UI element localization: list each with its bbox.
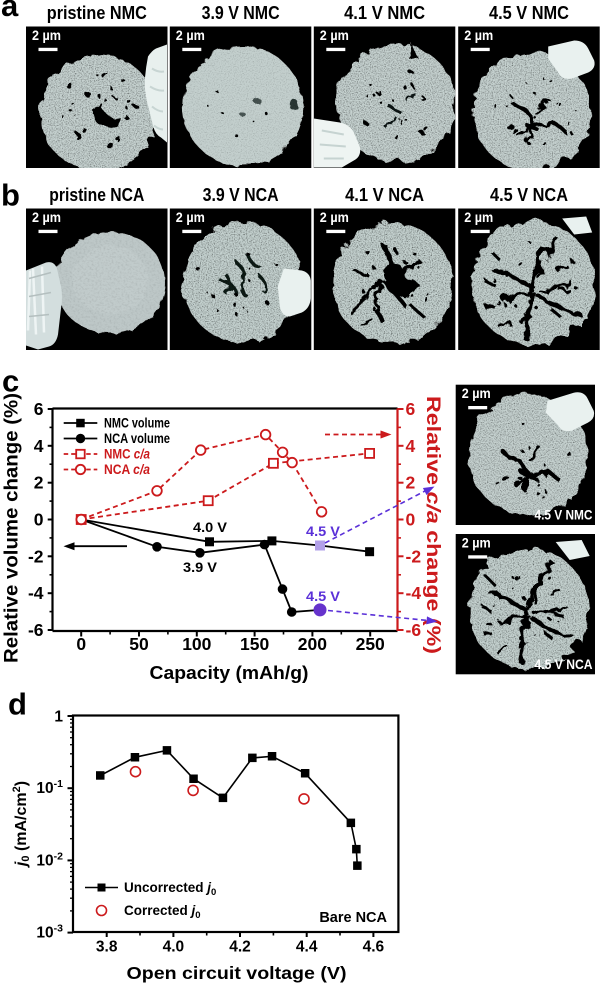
svg-text:4.1 V NCA: 4.1 V NCA: [345, 185, 424, 205]
svg-text:-4: -4: [28, 583, 44, 603]
svg-text:4.1 V NMC: 4.1 V NMC: [344, 3, 425, 23]
svg-text:250: 250: [356, 634, 385, 654]
svg-text:4.0 V: 4.0 V: [193, 520, 227, 535]
svg-text:4.5 V NMC: 4.5 V NMC: [535, 507, 593, 523]
svg-text:pristine NMC: pristine NMC: [47, 3, 147, 23]
svg-text:3.9 V NCA: 3.9 V NCA: [203, 185, 279, 205]
svg-text:2: 2: [406, 473, 416, 493]
svg-text:NMC c/a: NMC c/a: [104, 447, 150, 462]
svg-text:2: 2: [34, 473, 44, 493]
svg-text:200: 200: [298, 634, 327, 654]
svg-text:-2: -2: [28, 546, 44, 566]
svg-text:2 µm: 2 µm: [462, 386, 491, 401]
svg-text:0: 0: [76, 634, 86, 654]
svg-text:0: 0: [406, 510, 416, 530]
svg-text:4.2: 4.2: [229, 939, 251, 956]
svg-text:3.9 V: 3.9 V: [183, 560, 217, 575]
svg-text:Bare NCA: Bare NCA: [319, 910, 387, 926]
svg-text:-2: -2: [406, 546, 422, 566]
svg-text:-6: -6: [28, 620, 44, 640]
svg-text:3.9 V NMC: 3.9 V NMC: [202, 3, 280, 23]
svg-text:Relative volume change (%): Relative volume change (%): [1, 393, 23, 663]
svg-text:1: 1: [54, 709, 63, 726]
svg-text:4.0: 4.0: [163, 939, 185, 956]
svg-text:Capacity (mAh/g): Capacity (mAh/g): [150, 662, 309, 683]
svg-text:150: 150: [240, 634, 269, 654]
svg-text:j0 (mA/cm2): j0 (mA/cm2): [11, 781, 32, 868]
svg-text:-6: -6: [406, 620, 422, 640]
svg-text:Corrected j0: Corrected j0: [124, 903, 201, 921]
svg-text:2 µm: 2 µm: [320, 210, 349, 225]
svg-text:a: a: [1, 0, 19, 23]
svg-text:2 µm: 2 µm: [464, 210, 493, 225]
svg-text:-4: -4: [406, 583, 422, 603]
svg-text:4.5 V NMC: 4.5 V NMC: [489, 3, 569, 23]
svg-text:2 µm: 2 µm: [462, 536, 491, 551]
svg-text:100: 100: [182, 634, 211, 654]
svg-text:4.5 V: 4.5 V: [306, 524, 340, 539]
svg-text:2 µm: 2 µm: [176, 28, 205, 43]
svg-text:4.5 V NCA: 4.5 V NCA: [490, 185, 568, 205]
svg-text:2 µm: 2 µm: [464, 28, 493, 43]
svg-text:4.5 V NCA: 4.5 V NCA: [535, 656, 593, 672]
svg-text:NCA c/a: NCA c/a: [104, 462, 150, 477]
svg-text:d: d: [8, 687, 27, 722]
svg-text:NCA volume: NCA volume: [104, 431, 170, 446]
svg-text:6: 6: [34, 399, 44, 419]
svg-text:Relative c/a change (%): Relative c/a change (%): [422, 396, 444, 654]
svg-text:Uncorrected j0: Uncorrected j0: [124, 880, 216, 898]
svg-text:c: c: [2, 364, 19, 399]
svg-text:NMC volume: NMC volume: [104, 416, 170, 431]
svg-text:0: 0: [34, 510, 44, 530]
svg-text:4.5 V: 4.5 V: [306, 589, 340, 604]
svg-text:4.4: 4.4: [296, 939, 318, 956]
svg-text:pristine NCA: pristine NCA: [49, 185, 144, 205]
svg-text:2 µm: 2 µm: [32, 28, 61, 43]
svg-text:3.8: 3.8: [96, 939, 118, 956]
svg-text:2 µm: 2 µm: [176, 210, 205, 225]
svg-text:4: 4: [34, 436, 44, 456]
svg-text:50: 50: [129, 634, 149, 654]
svg-text:6: 6: [406, 399, 416, 419]
svg-text:Open circuit voltage (V): Open circuit voltage (V): [127, 963, 347, 983]
svg-text:b: b: [1, 178, 20, 213]
svg-text:4: 4: [406, 436, 416, 456]
svg-text:2 µm: 2 µm: [320, 28, 349, 43]
svg-text:2 µm: 2 µm: [32, 210, 61, 225]
svg-text:4.6: 4.6: [363, 939, 385, 956]
